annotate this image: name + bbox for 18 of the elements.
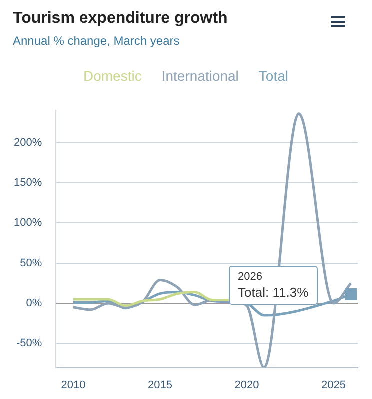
- y-tick-label: -50%: [16, 338, 42, 350]
- y-tick-label: 100%: [14, 217, 42, 230]
- annotation: Total: 11.3%: [238, 285, 309, 300]
- annotation: 2026: [238, 271, 264, 284]
- chart-title: Tourism expenditure growth: [13, 10, 228, 28]
- chart-subtitle: Annual % change, March years: [13, 34, 180, 48]
- text: Domestic: [84, 68, 142, 84]
- x-tick-label: 2015: [148, 379, 172, 392]
- y-tick-label: 200%: [14, 136, 42, 149]
- y-tick-label: 150%: [14, 176, 42, 189]
- y-tick-label: 50%: [20, 257, 42, 270]
- x-tick-label: 2020: [234, 379, 260, 392]
- text: International: [162, 68, 239, 84]
- x-tick-label: 2025: [321, 379, 346, 392]
- line-series: [72, 291, 231, 308]
- text: Total: [258, 68, 288, 84]
- x-tick-label: 2010: [61, 379, 86, 392]
- y-tick-label: 0%: [26, 298, 42, 310]
